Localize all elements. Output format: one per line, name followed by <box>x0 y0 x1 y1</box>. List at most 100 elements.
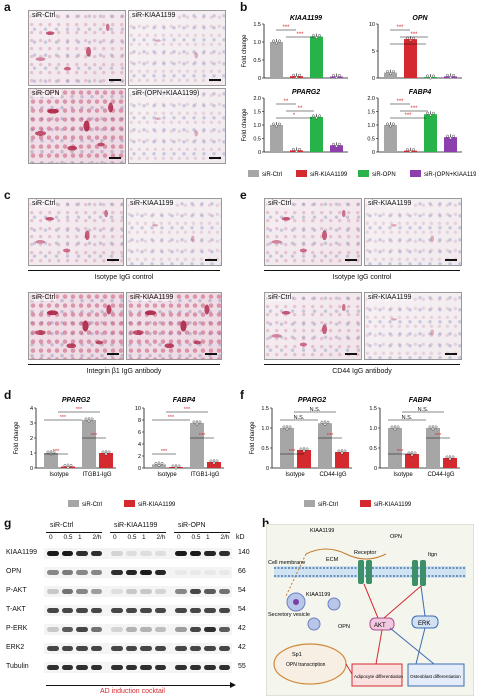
timepoint-label: 2/h <box>156 534 166 541</box>
blot-band <box>175 570 187 575</box>
data-point <box>192 420 196 424</box>
data-point <box>432 74 435 78</box>
integrin-icon <box>420 560 426 586</box>
kd-marker: 42 <box>238 625 246 632</box>
micrograph-label: siR-Ctrl <box>267 200 293 207</box>
kd-marker: 54 <box>238 587 246 594</box>
y-tick-label: 0 <box>372 150 375 156</box>
x-tick-label: Isotype <box>49 472 69 478</box>
blot-band <box>76 665 88 670</box>
blot-band <box>111 589 123 594</box>
pathway-arrows <box>345 583 422 675</box>
sig-label: *** <box>410 32 418 38</box>
micrograph-a-3: siR-OPN <box>28 88 126 164</box>
blot-band <box>125 608 137 613</box>
data-point <box>46 450 50 454</box>
blot-band <box>218 646 230 651</box>
sig-label: *** <box>396 99 404 105</box>
data-point <box>434 425 438 429</box>
data-point <box>323 422 327 426</box>
sig-label: ** <box>284 99 289 105</box>
chart-title: FABP4 <box>409 397 432 404</box>
sig-label: *** <box>397 449 404 455</box>
data-point <box>209 459 213 463</box>
data-point <box>326 420 330 424</box>
receptor-icon <box>358 560 364 584</box>
data-point <box>389 72 392 76</box>
induction-label: AD induction cocktail <box>100 688 165 695</box>
blot-band <box>125 646 137 651</box>
legend-swatch <box>248 170 259 177</box>
data-point <box>278 122 281 126</box>
y-tick-label: 4 <box>138 442 141 448</box>
y-tick-label: 0.5 <box>367 137 375 143</box>
y-tick-label: 1.5 <box>261 406 269 412</box>
label-secretory: Secretory vesicle <box>268 612 310 618</box>
data-point <box>171 464 175 468</box>
micrograph-a-2: siR-KIAA1199 <box>128 10 226 86</box>
bar <box>99 453 113 468</box>
caption-rule <box>28 364 220 365</box>
y-tick-label: 0.5 <box>369 446 377 452</box>
blot-row-label: OPN <box>6 568 22 575</box>
legend-label: siR-Ctrl <box>318 502 338 508</box>
data-point <box>305 447 309 451</box>
sig-label: *** <box>60 415 67 421</box>
micrograph-label: siR-KIAA1199 <box>129 200 175 207</box>
data-point <box>292 73 295 77</box>
data-point <box>272 39 275 43</box>
data-point <box>160 462 164 465</box>
blot-band <box>90 627 102 632</box>
blot-band <box>204 665 216 670</box>
caption-rule <box>264 364 460 365</box>
y-tick-label: 1.0 <box>369 426 377 432</box>
timepoint-label: 1 <box>206 534 210 541</box>
y-tick-label: 0 <box>258 150 261 156</box>
kd-marker: 54 <box>238 606 246 613</box>
blot-band <box>90 570 102 575</box>
blot-band <box>140 646 152 651</box>
data-point <box>52 450 56 454</box>
data-point <box>340 451 344 455</box>
data-point <box>298 73 301 77</box>
data-point <box>452 134 455 138</box>
blot-band <box>76 608 88 613</box>
blot-band <box>140 570 152 575</box>
data-point <box>449 75 452 79</box>
blot-strip <box>44 643 232 654</box>
data-point <box>332 142 335 146</box>
panel-label-c: c <box>4 188 11 202</box>
blot-band <box>76 589 88 594</box>
blot-band <box>76 627 88 632</box>
data-point <box>198 420 202 424</box>
micrograph-label: siR-Ctrl <box>31 200 57 207</box>
data-point <box>66 466 70 469</box>
bar <box>405 454 419 468</box>
label-itgn: Itgn <box>428 552 437 558</box>
data-point <box>272 122 275 126</box>
sig-label: *** <box>282 25 290 31</box>
data-point <box>285 427 289 431</box>
chart-title: OPN <box>412 15 428 22</box>
data-point <box>332 74 335 77</box>
y-tick-label: 0 <box>138 466 141 472</box>
chart-title: PPARG2 <box>298 397 326 404</box>
legend-label: siR-(OPN+KIAA1199) <box>424 172 476 178</box>
data-point <box>195 422 199 426</box>
group-underline <box>46 532 102 533</box>
data-point <box>429 113 432 117</box>
blot-band <box>61 608 73 613</box>
micrograph-a-4: siR-(OPN+KIAA1199) <box>128 88 226 164</box>
blot-group-label: siR-KIAA1199 <box>114 522 158 529</box>
blot-band <box>175 589 187 594</box>
chart-title: PPARG2 <box>62 397 90 404</box>
sig-label: *** <box>199 433 206 439</box>
data-point <box>337 449 341 453</box>
data-point <box>282 425 286 429</box>
blot-band <box>140 665 152 670</box>
label-opn-mid: OPN <box>338 624 350 630</box>
data-point <box>299 447 303 451</box>
blot-band <box>140 608 152 613</box>
data-point <box>292 147 295 151</box>
blot-band <box>47 570 59 575</box>
